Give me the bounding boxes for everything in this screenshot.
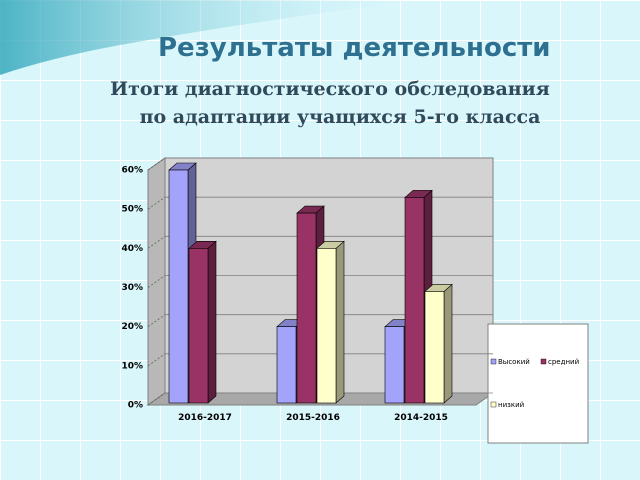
- bar-side: [335, 240, 345, 404]
- grid-line-side: [147, 275, 166, 288]
- decoration: [0, 0, 420, 75]
- grid-line-side: [147, 392, 166, 406]
- legend-label: Высокий: [498, 358, 530, 366]
- bar: [168, 169, 189, 404]
- bar: [424, 291, 445, 404]
- x-tick-label: 2015-2016: [286, 413, 340, 423]
- grid-line-side: [147, 353, 166, 367]
- legend-swatch: [490, 401, 497, 408]
- y-tick-label: 50%: [121, 205, 143, 215]
- side-wall: [147, 157, 166, 406]
- bar: [188, 248, 209, 404]
- legend-label: средний: [548, 358, 579, 366]
- grid-line-side: [147, 196, 166, 210]
- legend: [487, 323, 589, 444]
- bar-side: [443, 283, 453, 404]
- bar: [316, 248, 337, 404]
- bar: [384, 326, 405, 404]
- y-tick-label: 0%: [128, 401, 143, 411]
- grid-line-side: [147, 314, 166, 327]
- bar: [296, 212, 317, 404]
- grid-line-side: [147, 157, 166, 171]
- y-tick-label: 10%: [121, 361, 143, 371]
- grid-line-side: [147, 236, 166, 249]
- bar: [404, 197, 425, 404]
- bar: [276, 326, 297, 404]
- subtitle: по адаптации учащихся 5-го класса: [140, 106, 541, 128]
- y-tick-label: 30%: [121, 283, 143, 293]
- subtitle: Итоги диагностического обследования: [110, 78, 550, 100]
- y-tick-label: 60%: [121, 166, 143, 176]
- y-tick-label: 20%: [121, 322, 143, 332]
- title: Результаты деятельности: [158, 33, 551, 63]
- x-tick-label: 2016-2017: [178, 413, 232, 423]
- y-tick-label: 40%: [121, 244, 143, 254]
- x-tick-label: 2014-2015: [394, 413, 448, 423]
- legend-label: низкий: [498, 401, 524, 409]
- bar-side: [207, 240, 217, 404]
- legend-swatch: [490, 358, 497, 365]
- legend-swatch: [540, 358, 547, 365]
